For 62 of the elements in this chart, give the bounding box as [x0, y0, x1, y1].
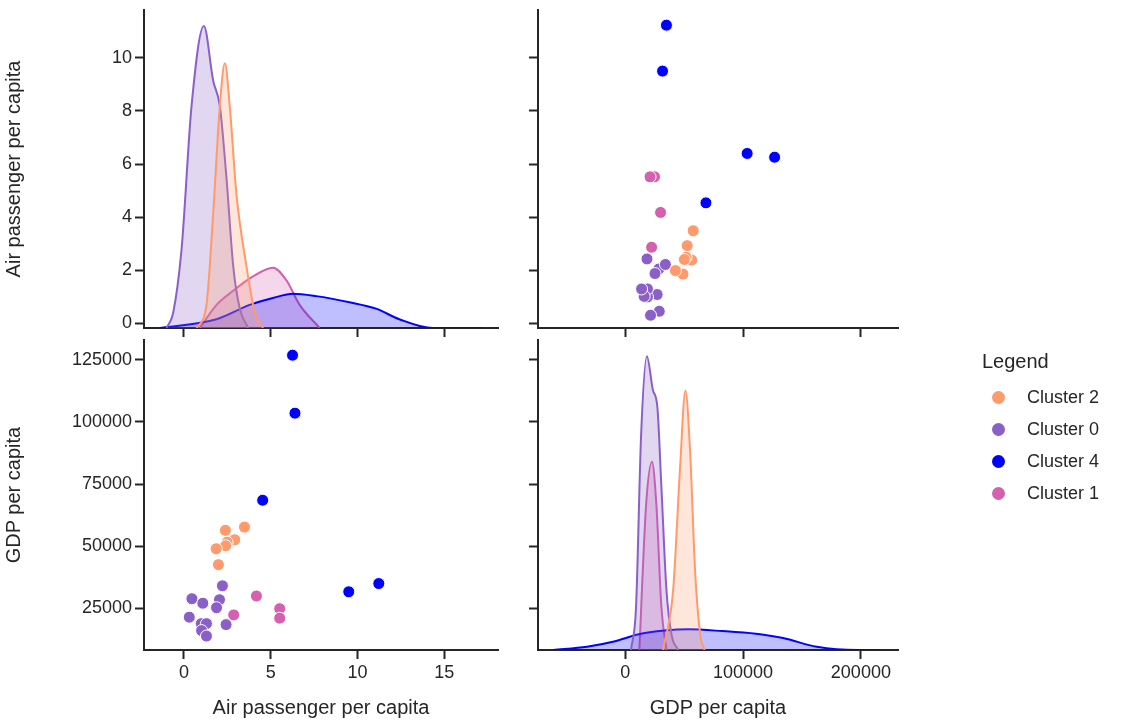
legend-label: Cluster 4 [1027, 450, 1100, 472]
point [182, 610, 196, 624]
y-tick-label: 25000 [81, 597, 132, 618]
x-tick-label: 200000 [830, 661, 891, 682]
point [645, 240, 659, 254]
legend-label: Cluster 2 [1027, 386, 1100, 408]
point [699, 196, 713, 210]
point [286, 348, 300, 362]
legend-title: Legend [982, 350, 1050, 373]
point [668, 264, 682, 278]
point [218, 523, 232, 537]
legend-label: Cluster 1 [1027, 482, 1100, 504]
y-tick-label: 2 [121, 259, 132, 280]
point [227, 608, 241, 622]
y-tick-label: 0 [121, 312, 132, 333]
point [196, 596, 210, 610]
point [644, 308, 658, 322]
x-tick-label: 100000 [713, 661, 774, 682]
point [768, 150, 782, 164]
point [658, 258, 672, 272]
y-axis-title: GDP per capita [1, 425, 24, 564]
point [680, 239, 694, 253]
point [288, 406, 302, 420]
y-tick-label: 125000 [71, 348, 132, 369]
point [654, 205, 668, 219]
y-tick-label: 50000 [81, 535, 132, 556]
y-tick-label: 4 [121, 206, 132, 227]
point [209, 542, 223, 556]
point [635, 282, 649, 296]
point [249, 589, 263, 603]
point [219, 618, 233, 632]
x-tick-label: 5 [265, 661, 276, 682]
point [640, 252, 654, 266]
point [686, 224, 700, 238]
point [185, 592, 199, 606]
x-tick-label: 15 [434, 661, 455, 682]
y-tick-label: 75000 [81, 473, 132, 494]
x-axis-title: Air passenger per capita [212, 695, 431, 718]
point [648, 267, 662, 281]
point [656, 64, 670, 78]
y-tick-label: 6 [121, 153, 132, 174]
x-tick-label: 10 [347, 661, 368, 682]
point [215, 579, 229, 593]
point [740, 146, 754, 160]
legend-label: Cluster 0 [1027, 418, 1100, 440]
point [273, 611, 287, 625]
point [342, 585, 356, 599]
point [199, 629, 213, 643]
y-tick-label: 100000 [71, 410, 132, 431]
y-axis-title: Air passenger per capita [1, 59, 24, 278]
point [643, 170, 657, 184]
point [211, 558, 225, 572]
point [237, 520, 251, 534]
x-axis-title: GDP per capita [649, 695, 788, 718]
y-tick-label: 10 [111, 46, 132, 67]
y-tick-label: 8 [121, 99, 132, 120]
point [372, 577, 386, 591]
x-tick-label: 0 [620, 661, 631, 682]
point [659, 18, 673, 32]
point [210, 601, 224, 615]
point [256, 493, 270, 507]
x-tick-label: 0 [178, 661, 189, 682]
